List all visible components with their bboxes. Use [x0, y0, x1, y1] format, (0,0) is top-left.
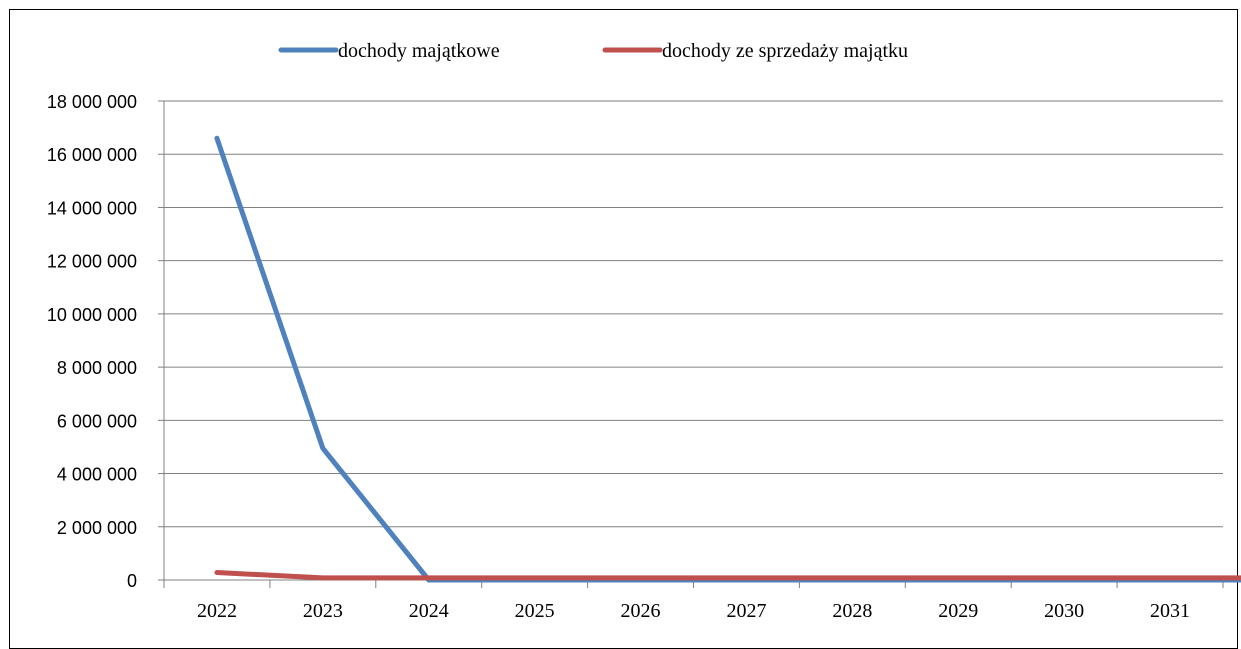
y-tick-label: 8 000 000 — [57, 358, 137, 378]
x-tick-label: 2024 — [409, 600, 449, 622]
legend: dochody majątkowe dochody ze sprzedaży ma… — [278, 40, 908, 62]
series-lines — [214, 135, 1241, 583]
y-tick-label: 16 000 000 — [47, 145, 137, 165]
x-tick-label: 2031 — [1150, 600, 1190, 622]
y-tick-label: 18 000 000 — [47, 92, 137, 112]
x-tick-label: 2026 — [621, 600, 661, 622]
x-tick-label: 2022 — [197, 600, 237, 622]
legend-label-0: dochody majątkowe — [338, 40, 500, 62]
series-line-1 — [214, 570, 1241, 581]
x-tick-label: 2028 — [832, 600, 872, 622]
y-tick-label: 10 000 000 — [47, 305, 137, 325]
y-tick-label: 6 000 000 — [57, 411, 137, 431]
series-line-0 — [214, 135, 1241, 583]
y-tick-label: 12 000 000 — [47, 252, 137, 272]
x-tick-label: 2029 — [938, 600, 978, 622]
x-axis — [163, 101, 1224, 588]
y-tick-label: 2 000 000 — [57, 518, 137, 538]
y-axis-tick-labels: 0 2 000 000 4 000 000 6 000 000 8 000 000 10 … — [47, 92, 137, 591]
x-tick-label: 2027 — [726, 600, 766, 622]
line-chart: 0 2 000 000 4 000 000 6 000 000 8 000 000 10 … — [47, 40, 1241, 622]
legend-label-1: dochody ze sprzedaży majątku — [662, 40, 908, 62]
x-tick-label: 2025 — [515, 600, 555, 622]
y-tick-label: 14 000 000 — [47, 198, 137, 218]
x-tick-label: 2023 — [303, 600, 343, 622]
y-tick-label: 0 — [127, 571, 137, 591]
y-tick-label: 4 000 000 — [57, 465, 137, 485]
chart-frame — [9, 9, 1238, 649]
x-axis-tick-labels: 2022 2023 2024 2025 2026 2027 2028 2029 2030 2031 — [197, 600, 1190, 622]
gridlines — [158, 100, 1223, 581]
x-tick-label: 2030 — [1044, 600, 1084, 622]
